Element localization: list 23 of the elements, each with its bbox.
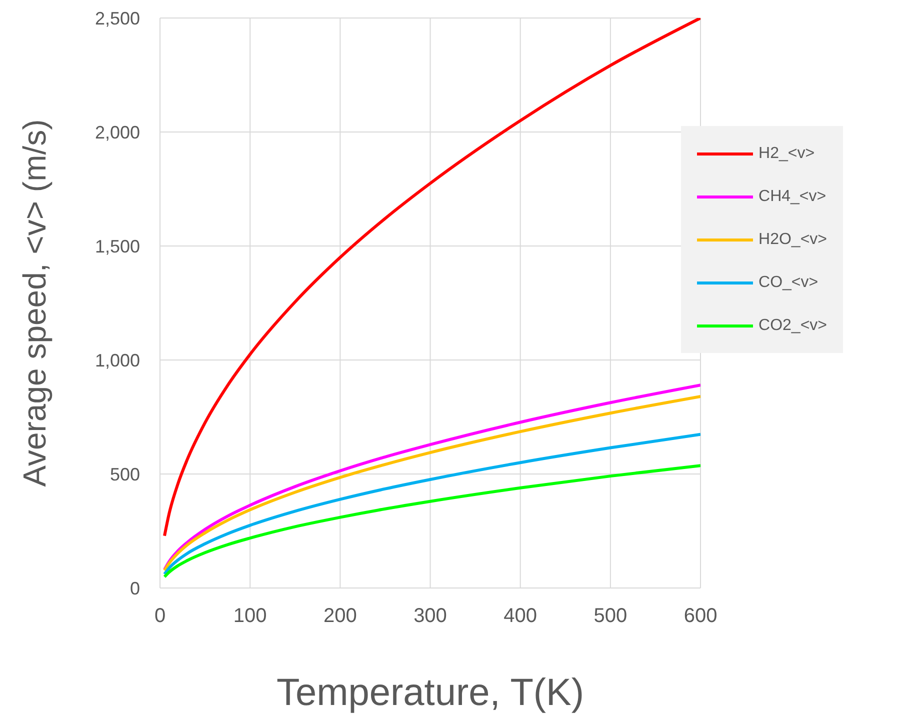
legend-label: CH4_<v> xyxy=(758,188,826,206)
legend-label: H2_<v> xyxy=(758,144,815,162)
x-tick-label: 100 xyxy=(233,605,267,628)
legend-label: H2O_<v> xyxy=(758,230,827,248)
y-tick-label: 500 xyxy=(110,464,140,484)
x-tick-label: 600 xyxy=(684,605,718,628)
line-series xyxy=(163,432,701,576)
x-tick-label: 400 xyxy=(504,605,538,628)
legend-label: CO2_<v> xyxy=(758,316,827,334)
x-tick-label: 300 xyxy=(414,605,447,628)
x-tick-label: 0 xyxy=(154,605,166,628)
y-tick-label: 2,500 xyxy=(94,8,140,28)
line-series xyxy=(163,18,701,538)
y-axis-title: Average speed, <v> (m/s) xyxy=(16,119,52,487)
y-tick-label: 0 xyxy=(130,578,140,598)
x-axis-title: Temperature, T(K) xyxy=(276,672,584,714)
y-tick-label: 1,000 xyxy=(94,350,140,370)
line-series xyxy=(163,464,701,578)
x-tick-label: 200 xyxy=(323,605,357,628)
legend-label: CO_<v> xyxy=(758,274,818,292)
y-tick-label: 1,500 xyxy=(94,236,140,256)
x-tick-label: 500 xyxy=(594,605,628,628)
y-tick-label: 2,000 xyxy=(94,122,140,142)
